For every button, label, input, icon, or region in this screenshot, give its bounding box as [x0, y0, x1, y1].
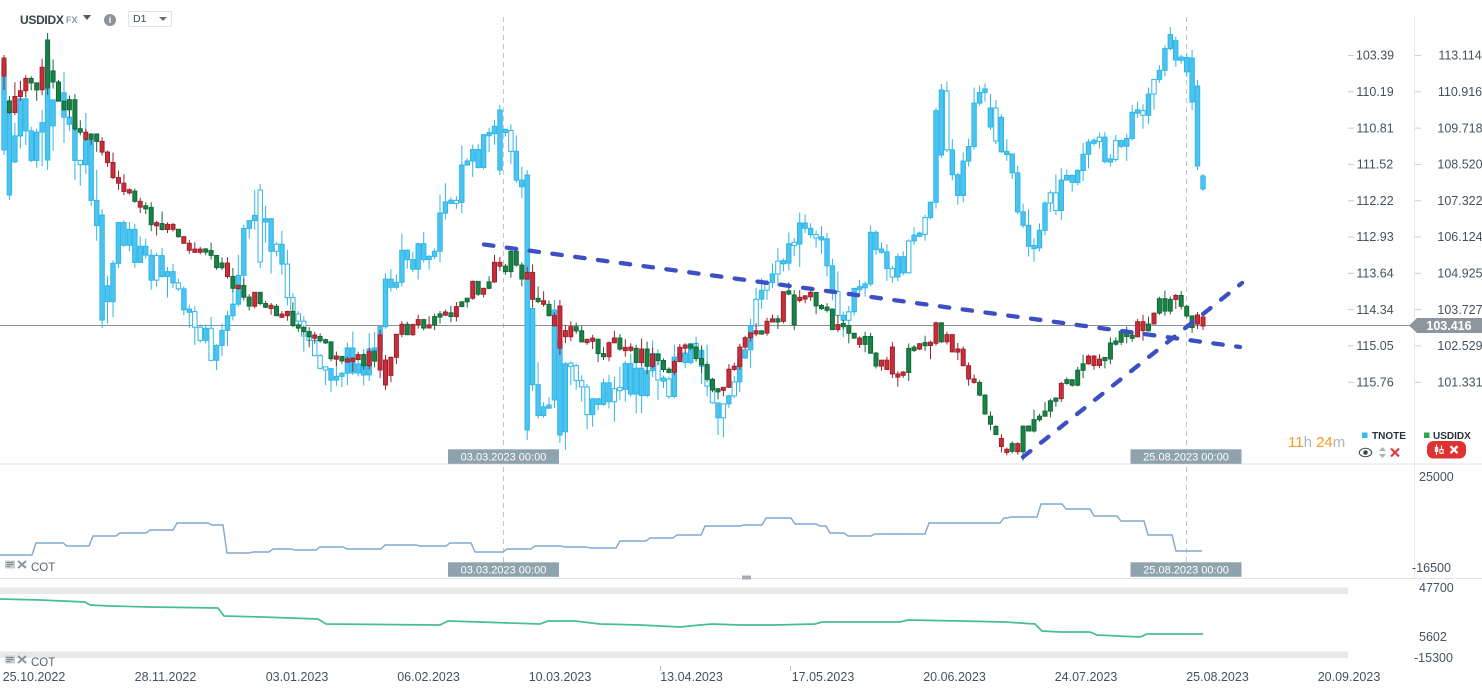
svg-text:10.03.2023: 10.03.2023 — [529, 670, 592, 684]
svg-text:20.06.2023: 20.06.2023 — [923, 670, 986, 684]
svg-text:106.124: 106.124 — [1437, 230, 1482, 244]
svg-text:113.64: 113.64 — [1356, 267, 1393, 281]
svg-text:111.52: 111.52 — [1357, 158, 1393, 172]
svg-text:06.02.2023: 06.02.2023 — [397, 670, 460, 684]
svg-text:-15300: -15300 — [1414, 651, 1453, 665]
svg-text:COT: COT — [31, 657, 55, 669]
svg-text:25000: 25000 — [1419, 470, 1454, 484]
svg-text:17.05.2023: 17.05.2023 — [792, 670, 855, 684]
svg-text:TNOTE: TNOTE — [1372, 431, 1406, 442]
svg-text:25.08.2023: 25.08.2023 — [1186, 670, 1249, 684]
svg-text:103.416: 103.416 — [1426, 319, 1471, 333]
svg-text:101.331: 101.331 — [1437, 375, 1482, 389]
svg-text:102.529: 102.529 — [1437, 339, 1482, 353]
svg-text:103.727: 103.727 — [1437, 303, 1482, 317]
svg-text:03.03.2023 00:00: 03.03.2023 00:00 — [461, 564, 547, 576]
svg-text:115.05: 115.05 — [1356, 339, 1393, 353]
svg-text:112.93: 112.93 — [1356, 230, 1393, 244]
svg-text:110.19: 110.19 — [1356, 85, 1393, 99]
svg-text:114.34: 114.34 — [1356, 303, 1393, 317]
svg-text:104.925: 104.925 — [1437, 267, 1482, 281]
svg-text:03.03.2023 00:00: 03.03.2023 00:00 — [461, 451, 547, 463]
svg-text:109.718: 109.718 — [1437, 121, 1482, 135]
svg-text:11h 24m: 11h 24m — [1288, 434, 1345, 451]
svg-text:25.08.2023 00:00: 25.08.2023 00:00 — [1143, 451, 1229, 463]
svg-text:28.11.2022: 28.11.2022 — [135, 670, 197, 684]
svg-text:5602: 5602 — [1419, 630, 1447, 644]
svg-text:113.114: 113.114 — [1438, 49, 1481, 63]
svg-text:110.916: 110.916 — [1438, 85, 1482, 99]
svg-text:-16500: -16500 — [1412, 561, 1451, 575]
svg-text:USDIDX: USDIDX — [1433, 431, 1471, 442]
svg-text:107.322: 107.322 — [1437, 194, 1482, 208]
svg-text:25.10.2022: 25.10.2022 — [3, 670, 66, 684]
svg-text:03.01.2023: 03.01.2023 — [266, 670, 329, 684]
svg-text:47700: 47700 — [1419, 581, 1454, 595]
svg-text:24.07.2023: 24.07.2023 — [1055, 670, 1118, 684]
svg-text:COT: COT — [31, 562, 55, 574]
svg-text:13.04.2023: 13.04.2023 — [660, 670, 723, 684]
svg-text:108.520: 108.520 — [1437, 158, 1482, 172]
svg-text:115.76: 115.76 — [1356, 375, 1393, 389]
svg-text:25.08.2023 00:00: 25.08.2023 00:00 — [1143, 564, 1229, 576]
svg-text:20.09.2023: 20.09.2023 — [1318, 670, 1381, 684]
svg-text:103.39: 103.39 — [1356, 49, 1394, 63]
svg-text:112.22: 112.22 — [1356, 194, 1393, 208]
svg-text:110.81: 110.81 — [1356, 121, 1393, 135]
